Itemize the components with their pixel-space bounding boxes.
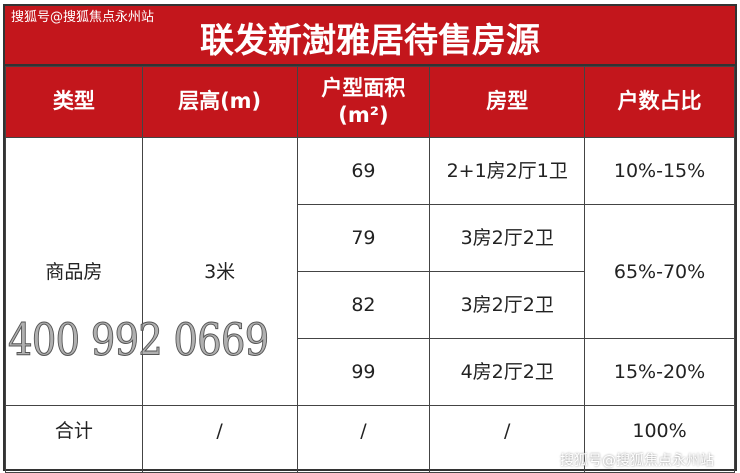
cell-area: 79 xyxy=(296,204,431,272)
header-ratio: 户数占比 xyxy=(584,66,735,138)
total-label: 合计 xyxy=(5,405,143,473)
header-area-unit: (m²) xyxy=(338,103,389,127)
table-row: 79 3房2厅2卫 65%-70% xyxy=(6,204,735,339)
cell-height: 3米 xyxy=(141,137,298,406)
total-row: 合计 / / / 100% xyxy=(5,405,735,473)
header-height: 层高(m) xyxy=(141,66,298,138)
header-area: 户型面积 (m²) xyxy=(296,66,431,138)
title-text: 联发新澍雅居待售房源 xyxy=(200,20,540,61)
cell-area: 69 xyxy=(296,137,431,205)
total-area: / xyxy=(296,405,431,473)
total-ratio: 100% xyxy=(584,405,735,473)
cell-ratio: 65%-70% xyxy=(584,204,735,339)
table-row: 99 4房2厅2卫 15%-20% xyxy=(6,338,735,406)
cell-layout: 4房2厅2卫 xyxy=(429,338,586,406)
cell-area: 82 xyxy=(296,271,431,339)
total-layout: / xyxy=(429,405,586,473)
page-title: 搜狐号@搜狐焦点永州站 联发新澍雅居待售房源 xyxy=(5,6,735,66)
total-height: / xyxy=(141,405,298,473)
listing-table: 类型 层高(m) 户型面积 (m²) 房型 户数占比 商品房 3米 69 2+1房… xyxy=(5,66,735,473)
cell-layout: 3房2厅2卫 xyxy=(429,271,586,339)
cell-type: 商品房 xyxy=(5,137,143,406)
cell-layout: 3房2厅2卫 xyxy=(429,204,586,272)
watermark-top: 搜狐号@搜狐焦点永州站 xyxy=(11,10,155,25)
cell-ratio: 10%-15% xyxy=(584,137,735,205)
cell-layout: 2+1房2厅1卫 xyxy=(429,137,586,205)
header-layout: 房型 xyxy=(429,66,586,138)
phone-watermark: 400 992 0669 xyxy=(8,315,270,366)
listing-table-card: 搜狐号@搜狐焦点永州站 联发新澍雅居待售房源 类型 层高(m) 户型面积 (m²)… xyxy=(3,4,737,473)
watermark-bottom: 搜狐号@搜狐焦点永州站 xyxy=(560,453,714,469)
table-row: 商品房 3米 69 2+1房2厅1卫 10%-15% xyxy=(5,137,735,406)
header-area-label: 户型面积 xyxy=(321,75,406,100)
cell-area: 99 xyxy=(296,338,431,406)
header-row: 类型 层高(m) 户型面积 (m²) 房型 户数占比 xyxy=(5,66,735,138)
table-row: 82 3房2厅2卫 xyxy=(6,271,735,339)
header-type: 类型 xyxy=(5,66,143,138)
cell-ratio: 15%-20% xyxy=(584,338,735,406)
